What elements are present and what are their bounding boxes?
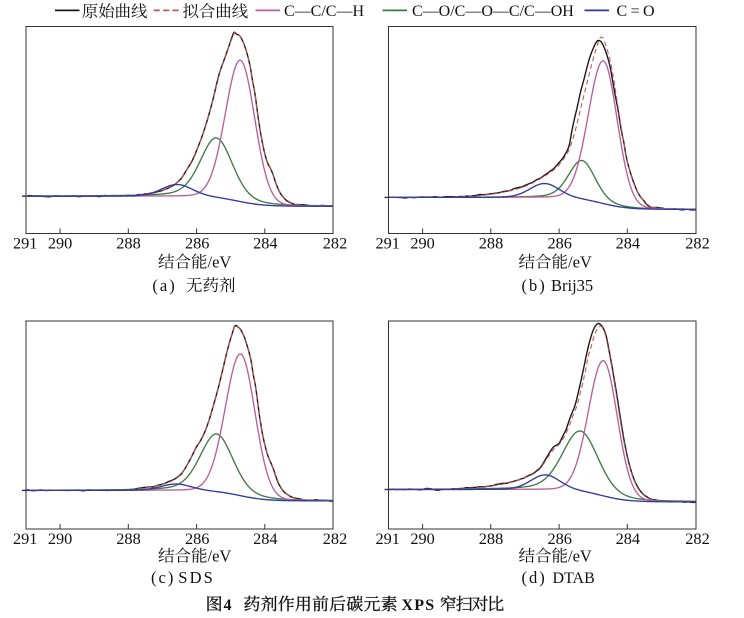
svg-text:284: 284 — [616, 529, 640, 548]
svg-text:4: 4 — [224, 597, 232, 614]
svg-text:290: 290 — [48, 529, 72, 548]
svg-text:Brij35: Brij35 — [551, 276, 593, 295]
svg-text:288: 288 — [116, 234, 140, 253]
svg-text:/eV: /eV — [208, 253, 232, 272]
svg-text:290: 290 — [410, 234, 434, 253]
svg-text:DTAB: DTAB — [553, 570, 595, 587]
svg-text:291: 291 — [375, 529, 399, 548]
svg-text:282: 282 — [323, 529, 347, 548]
svg-text:/eV: /eV — [568, 253, 592, 272]
svg-text:/eV: /eV — [208, 547, 232, 566]
svg-text:290: 290 — [410, 529, 434, 548]
svg-text:C—C/C—H: C—C/C—H — [284, 3, 364, 20]
svg-text:288: 288 — [479, 529, 503, 548]
svg-text:291: 291 — [13, 529, 37, 548]
svg-text:C=O: C=O — [617, 3, 658, 20]
svg-text:286: 286 — [547, 529, 571, 548]
svg-text:(a): (a) — [152, 276, 176, 295]
svg-text:291: 291 — [375, 234, 399, 253]
svg-text:282: 282 — [323, 234, 347, 253]
svg-text:286: 286 — [185, 234, 209, 253]
svg-text:288: 288 — [116, 529, 140, 548]
svg-text:282: 282 — [685, 234, 709, 253]
svg-text:288: 288 — [479, 234, 503, 253]
svg-text:286: 286 — [547, 234, 571, 253]
svg-text:284: 284 — [253, 529, 277, 548]
svg-text:291: 291 — [13, 234, 37, 253]
svg-text:284: 284 — [253, 234, 277, 253]
svg-text:284: 284 — [616, 234, 640, 253]
svg-text:(b): (b) — [522, 276, 547, 295]
svg-text:C—O/C—O—C/C—OH: C—O/C—O—C/C—OH — [412, 3, 574, 20]
svg-text:286: 286 — [185, 529, 209, 548]
svg-text:SDS: SDS — [178, 568, 215, 587]
svg-text:/eV: /eV — [568, 547, 592, 566]
svg-text:282: 282 — [685, 529, 709, 548]
svg-text:290: 290 — [48, 234, 72, 253]
svg-text:(c): (c) — [151, 568, 175, 587]
svg-text:(d): (d) — [522, 568, 547, 587]
svg-text:XPS: XPS — [402, 597, 436, 614]
